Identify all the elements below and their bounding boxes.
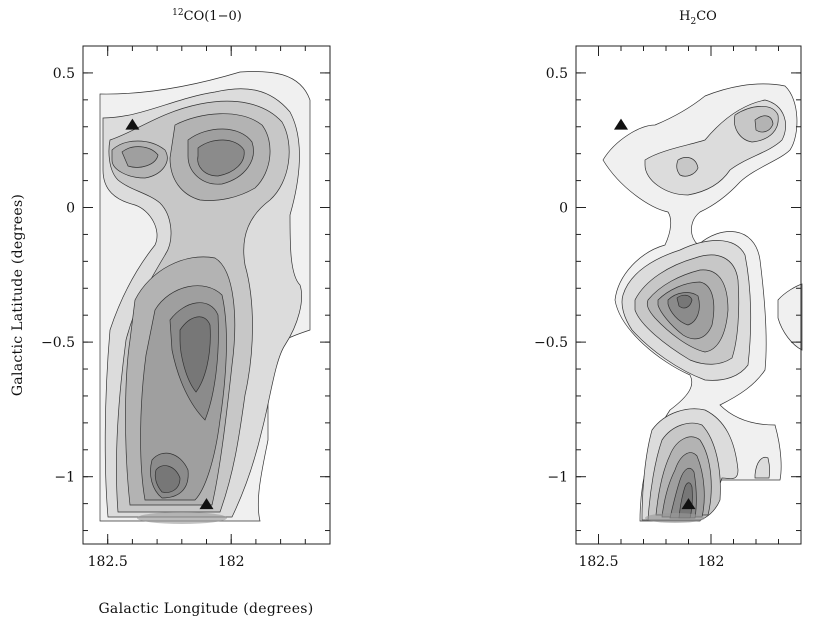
triangle-marker-co: [199, 498, 214, 510]
axis-ticks-h2co: 182.5 182 0.5 0 −0.5 −1: [534, 46, 801, 570]
panel-title-h2co: H2CO: [679, 9, 717, 27]
plot-frame-co: [82, 45, 331, 545]
axis-ticks-co: 182.5 182 0.5 0 −0.5 −1: [41, 46, 330, 570]
plot-frame-h2co: [575, 45, 802, 545]
x-tick-label-h2co: 182.5: [578, 554, 618, 570]
y-tick-label-h2co: 0: [559, 201, 568, 217]
y-axis-title: Galactic Latitude (degrees): [10, 194, 26, 396]
triangle-marker-co: [125, 118, 140, 130]
y-tick-label-co: 0: [66, 201, 75, 217]
y-tick-label-co: 0.5: [53, 66, 75, 82]
x-axis-title: Galactic Longitude (degrees): [98, 601, 313, 617]
x-tick-label-co: 182: [218, 554, 245, 570]
y-tick-label-h2co: 0.5: [546, 66, 568, 82]
contour-map-co: [99, 71, 311, 524]
panel-h2co: H2CO: [534, 9, 803, 570]
triangle-marker-h2co: [681, 498, 696, 510]
y-tick-label-h2co: −0.5: [534, 335, 568, 351]
markers-h2co: [614, 118, 696, 510]
triangle-marker-h2co: [614, 118, 628, 130]
y-tick-label-h2co: −1: [547, 470, 568, 486]
y-tick-label-co: −0.5: [41, 335, 75, 351]
x-tick-label-co: 182.5: [88, 554, 128, 570]
contour-map-h2co: [602, 83, 803, 523]
markers-co: [125, 118, 214, 510]
panel-title-co: 12CO(1−0): [172, 8, 242, 24]
x-tick-label-h2co: 182: [698, 554, 725, 570]
y-tick-label-co: −1: [54, 470, 75, 486]
